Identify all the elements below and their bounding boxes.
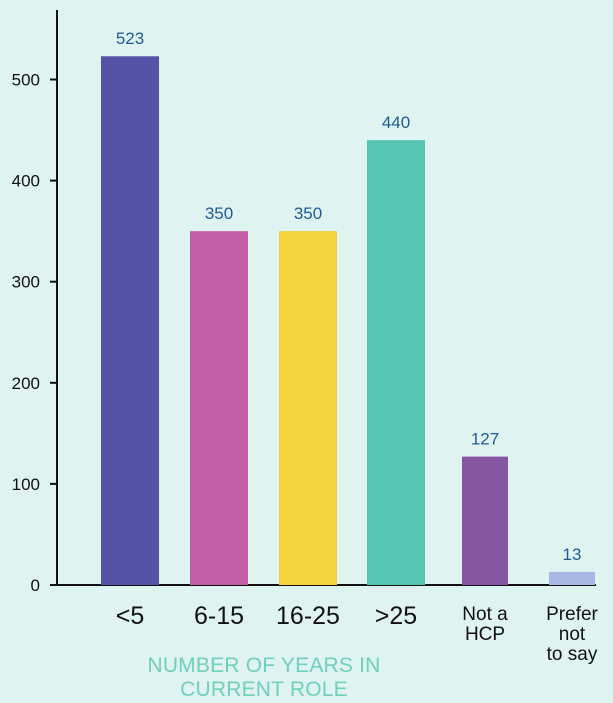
category-label: Not a HCP [462, 604, 508, 645]
y-tick-label: 400 [12, 172, 40, 191]
bar [279, 231, 337, 585]
category-label: 16-25 [276, 602, 340, 630]
category-label: Prefer not to say [546, 604, 598, 665]
y-tick-label: 100 [12, 475, 40, 494]
category-labels: <5 6-15 16-25 >25 Not a HCP Prefer not to say [116, 602, 599, 665]
y-tick-label: 0 [31, 576, 40, 595]
bar [190, 231, 248, 585]
value-label: 127 [471, 430, 499, 449]
y-tick-label: 200 [12, 374, 40, 393]
category-label: 6-15 [194, 602, 244, 630]
category-label: <5 [116, 602, 145, 630]
bar [462, 456, 508, 585]
y-tick-label: 300 [12, 273, 40, 292]
category-label: >25 [375, 602, 417, 630]
value-label: 13 [563, 545, 582, 564]
bar [549, 571, 595, 585]
x-axis-title: NUMBER OF YEARS IN CURRENT ROLE [147, 654, 380, 701]
value-label: 440 [382, 113, 410, 132]
y-tick-label: 500 [12, 71, 40, 90]
y-axis-ticks: 0 100 200 300 400 500 [12, 71, 57, 595]
value-labels: 523 350 350 440 127 13 [116, 29, 582, 564]
value-label: 350 [294, 204, 322, 223]
value-label: 350 [205, 204, 233, 223]
bars [101, 56, 595, 585]
bar [101, 56, 159, 585]
bar [367, 140, 425, 585]
value-label: 523 [116, 29, 144, 48]
